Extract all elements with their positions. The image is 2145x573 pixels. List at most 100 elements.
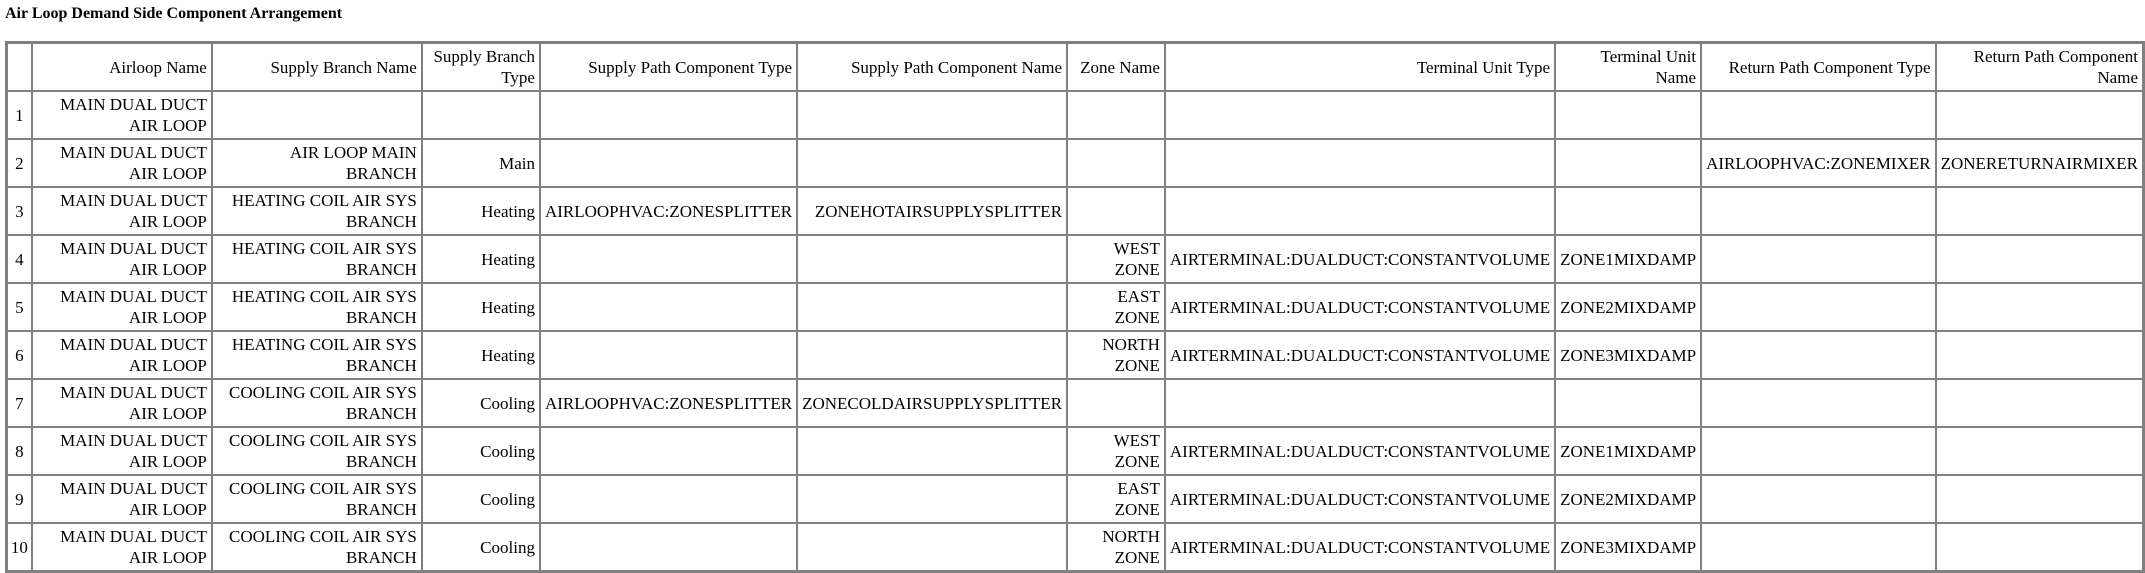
cell-supply-path-component-name bbox=[797, 427, 1068, 475]
cell-zone-name bbox=[1067, 187, 1165, 235]
cell-terminal-unit-name bbox=[1555, 91, 1702, 139]
column-header-terminal-unit-type: Terminal Unit Type bbox=[1164, 43, 1556, 91]
cell-terminal-unit-type: AIRTERMINAL:DUALDUCT:CONSTANTVOLUME bbox=[1164, 331, 1556, 379]
cell-supply-branch-name: COOLING COIL AIR SYS BRANCH bbox=[211, 475, 422, 523]
cell-zone-name: NORTH ZONE bbox=[1067, 331, 1165, 379]
cell-supply-path-component-type bbox=[539, 331, 798, 379]
cell-supply-branch-name: AIR LOOP MAIN BRANCH bbox=[211, 139, 422, 187]
cell-return-path-component-name bbox=[1935, 187, 2143, 235]
column-header-supply-branch-type: Supply Branch Type bbox=[421, 43, 540, 91]
cell-supply-path-component-name bbox=[797, 139, 1068, 187]
column-header-return-path-component-type: Return Path Component Type bbox=[1701, 43, 1936, 91]
cell-airloop-name: MAIN DUAL DUCT AIR LOOP bbox=[31, 523, 212, 571]
cell-supply-branch-name: HEATING COIL AIR SYS BRANCH bbox=[211, 331, 422, 379]
cell-return-path-component-name bbox=[1935, 91, 2143, 139]
cell-supply-path-component-name: ZONEHOTAIRSUPPLYSPLITTER bbox=[797, 187, 1068, 235]
cell-supply-branch-name: HEATING COIL AIR SYS BRANCH bbox=[211, 283, 422, 331]
cell-airloop-name: MAIN DUAL DUCT AIR LOOP bbox=[31, 427, 212, 475]
cell-supply-branch-type: Heating bbox=[421, 283, 540, 331]
cell-return-path-component-type bbox=[1701, 331, 1936, 379]
cell-return-path-component-name bbox=[1935, 331, 2143, 379]
cell-return-path-component-name bbox=[1935, 235, 2143, 283]
cell-row-number: 10 bbox=[7, 523, 32, 571]
cell-terminal-unit-type bbox=[1164, 91, 1556, 139]
column-header-supply-branch-name: Supply Branch Name bbox=[211, 43, 422, 91]
cell-terminal-unit-name: ZONE1MIXDAMP bbox=[1555, 427, 1702, 475]
cell-supply-path-component-name bbox=[797, 235, 1068, 283]
cell-return-path-component-type bbox=[1701, 283, 1936, 331]
cell-supply-branch-type: Cooling bbox=[421, 379, 540, 427]
cell-supply-branch-name bbox=[211, 91, 422, 139]
header-row: Airloop Name Supply Branch Name Supply Bra… bbox=[7, 43, 2143, 91]
cell-airloop-name: MAIN DUAL DUCT AIR LOOP bbox=[31, 235, 212, 283]
cell-terminal-unit-name bbox=[1555, 187, 1702, 235]
column-header-return-path-component-name: Return Path Component Name bbox=[1935, 43, 2143, 91]
cell-zone-name: EAST ZONE bbox=[1067, 475, 1165, 523]
table-row: 6 MAIN DUAL DUCT AIR LOOP HEATING COIL AIR… bbox=[7, 331, 2143, 379]
cell-terminal-unit-name: ZONE3MIXDAMP bbox=[1555, 331, 1702, 379]
table-row: 9 MAIN DUAL DUCT AIR LOOP COOLING COIL AIR… bbox=[7, 475, 2143, 523]
cell-supply-path-component-type bbox=[539, 235, 798, 283]
cell-terminal-unit-type: AIRTERMINAL:DUALDUCT:CONSTANTVOLUME bbox=[1164, 235, 1556, 283]
cell-row-number: 3 bbox=[7, 187, 32, 235]
cell-zone-name bbox=[1067, 379, 1165, 427]
cell-terminal-unit-type bbox=[1164, 187, 1556, 235]
table-row: 3 MAIN DUAL DUCT AIR LOOP HEATING COIL AIR… bbox=[7, 187, 2143, 235]
cell-return-path-component-name bbox=[1935, 523, 2143, 571]
cell-airloop-name: MAIN DUAL DUCT AIR LOOP bbox=[31, 91, 212, 139]
cell-terminal-unit-type bbox=[1164, 139, 1556, 187]
cell-supply-branch-type: Main bbox=[421, 139, 540, 187]
cell-terminal-unit-type: AIRTERMINAL:DUALDUCT:CONSTANTVOLUME bbox=[1164, 523, 1556, 571]
cell-terminal-unit-name: ZONE2MIXDAMP bbox=[1555, 283, 1702, 331]
cell-zone-name: NORTH ZONE bbox=[1067, 523, 1165, 571]
cell-supply-path-component-name bbox=[797, 523, 1068, 571]
cell-airloop-name: MAIN DUAL DUCT AIR LOOP bbox=[31, 379, 212, 427]
report-title: Air Loop Demand Side Component Arrangeme… bbox=[5, 5, 343, 22]
column-header-supply-path-component-type: Supply Path Component Type bbox=[539, 43, 798, 91]
cell-row-number: 2 bbox=[7, 139, 32, 187]
cell-return-path-component-name bbox=[1935, 427, 2143, 475]
cell-terminal-unit-name: ZONE3MIXDAMP bbox=[1555, 523, 1702, 571]
cell-supply-path-component-name bbox=[797, 475, 1068, 523]
cell-supply-path-component-name: ZONECOLDAIRSUPPLYSPLITTER bbox=[797, 379, 1068, 427]
cell-return-path-component-name: ZONERETURNAIRMIXER bbox=[1935, 139, 2143, 187]
cell-return-path-component-type bbox=[1701, 235, 1936, 283]
cell-airloop-name: MAIN DUAL DUCT AIR LOOP bbox=[31, 283, 212, 331]
cell-row-number: 5 bbox=[7, 283, 32, 331]
cell-supply-branch-name: HEATING COIL AIR SYS BRANCH bbox=[211, 235, 422, 283]
component-arrangement-table: Airloop Name Supply Branch Name Supply Bra… bbox=[5, 41, 2145, 573]
cell-row-number: 1 bbox=[7, 91, 32, 139]
cell-row-number: 6 bbox=[7, 331, 32, 379]
cell-return-path-component-type bbox=[1701, 379, 1936, 427]
cell-row-number: 4 bbox=[7, 235, 32, 283]
cell-supply-path-component-type bbox=[539, 427, 798, 475]
cell-airloop-name: MAIN DUAL DUCT AIR LOOP bbox=[31, 331, 212, 379]
cell-supply-path-component-type bbox=[539, 139, 798, 187]
cell-supply-path-component-name bbox=[797, 331, 1068, 379]
column-header-supply-path-component-name: Supply Path Component Name bbox=[797, 43, 1068, 91]
table-row: 5 MAIN DUAL DUCT AIR LOOP HEATING COIL AIR… bbox=[7, 283, 2143, 331]
column-header-terminal-unit-name: Terminal Unit Name bbox=[1555, 43, 1702, 91]
cell-return-path-component-type: AIRLOOPHVAC:ZONEMIXER bbox=[1701, 139, 1936, 187]
cell-zone-name bbox=[1067, 91, 1165, 139]
cell-terminal-unit-name bbox=[1555, 379, 1702, 427]
cell-supply-path-component-type: AIRLOOPHVAC:ZONESPLITTER bbox=[539, 187, 798, 235]
table-row: 4 MAIN DUAL DUCT AIR LOOP HEATING COIL AIR… bbox=[7, 235, 2143, 283]
cell-row-number: 7 bbox=[7, 379, 32, 427]
cell-return-path-component-type bbox=[1701, 91, 1936, 139]
column-header-row-number bbox=[7, 43, 32, 91]
cell-supply-branch-name: COOLING COIL AIR SYS BRANCH bbox=[211, 427, 422, 475]
cell-supply-branch-name: COOLING COIL AIR SYS BRANCH bbox=[211, 379, 422, 427]
column-header-airloop-name: Airloop Name bbox=[31, 43, 212, 91]
column-header-zone-name: Zone Name bbox=[1067, 43, 1165, 91]
cell-terminal-unit-type bbox=[1164, 379, 1556, 427]
cell-supply-path-component-name bbox=[797, 91, 1068, 139]
cell-row-number: 9 bbox=[7, 475, 32, 523]
cell-airloop-name: MAIN DUAL DUCT AIR LOOP bbox=[31, 475, 212, 523]
cell-supply-branch-name: COOLING COIL AIR SYS BRANCH bbox=[211, 523, 422, 571]
cell-return-path-component-type bbox=[1701, 523, 1936, 571]
cell-supply-path-component-name bbox=[797, 283, 1068, 331]
cell-supply-path-component-type bbox=[539, 523, 798, 571]
cell-row-number: 8 bbox=[7, 427, 32, 475]
cell-return-path-component-type bbox=[1701, 427, 1936, 475]
